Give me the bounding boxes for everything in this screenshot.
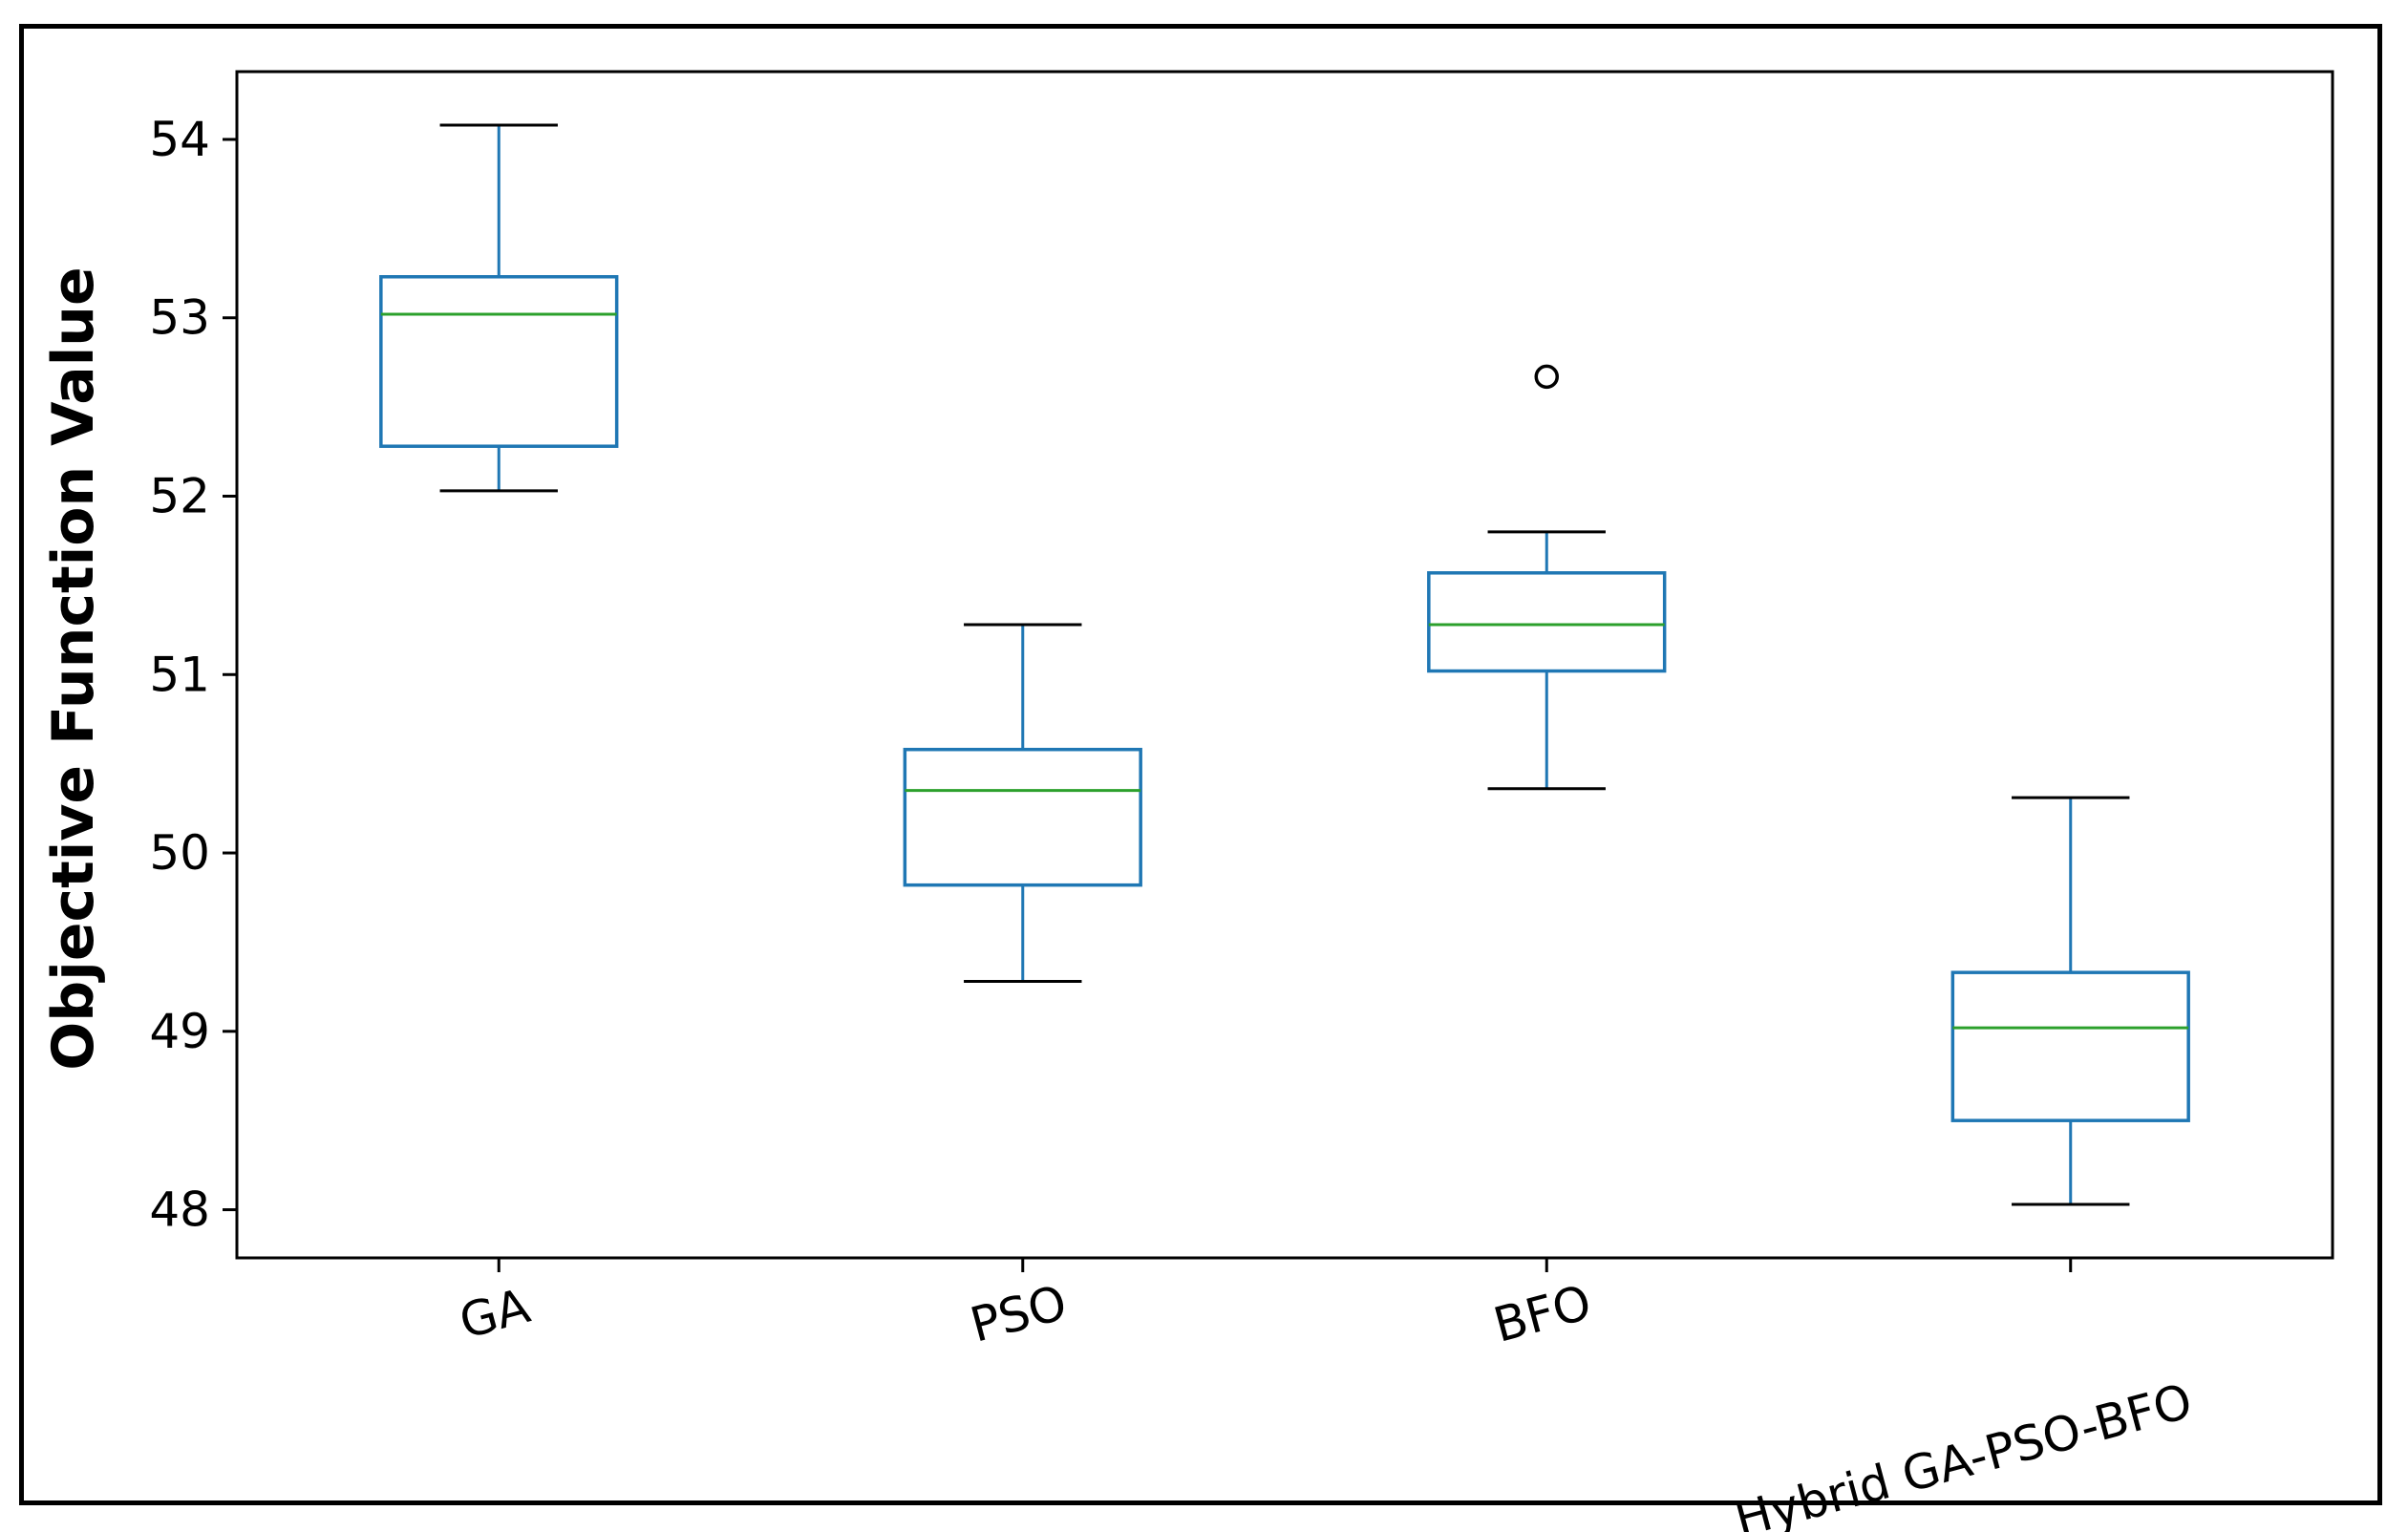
y-tick-label: 49 [149, 1004, 210, 1059]
y-tick-label: 48 [149, 1182, 210, 1238]
box-hybrid-ga-pso-bfo [1950, 796, 2190, 1206]
y-tick-label: 52 [149, 469, 210, 524]
iqr-box [903, 747, 1142, 887]
iqr-box [379, 275, 619, 448]
outlier-point [1534, 364, 1559, 390]
x-tick-label: BFO [1488, 1274, 1597, 1353]
y-axis: 48 49 50 51 52 53 54 [149, 112, 237, 1238]
box-series [379, 123, 2190, 1206]
box-pso [903, 623, 1142, 984]
x-axis: GA PSO BFO Hybrid GA-PSO-BFO [454, 1258, 2198, 1532]
x-tick-label: GA [454, 1278, 535, 1350]
box-ga [379, 123, 619, 493]
y-tick-label: 50 [149, 825, 210, 881]
iqr-box [1950, 970, 2190, 1122]
y-tick-label: 53 [149, 290, 210, 346]
box-bfo [1427, 364, 1667, 791]
y-tick-label: 54 [149, 112, 210, 167]
x-tick-label: PSO [965, 1274, 1073, 1352]
figure-frame [19, 24, 2382, 1505]
y-tick-label: 51 [149, 647, 210, 702]
x-tick-label: Hybrid GA-PSO-BFO [1729, 1373, 2197, 1532]
iqr-box [1427, 571, 1667, 673]
plot-area [235, 70, 2334, 1260]
y-axis-label: Objective Function Value [40, 266, 107, 1070]
